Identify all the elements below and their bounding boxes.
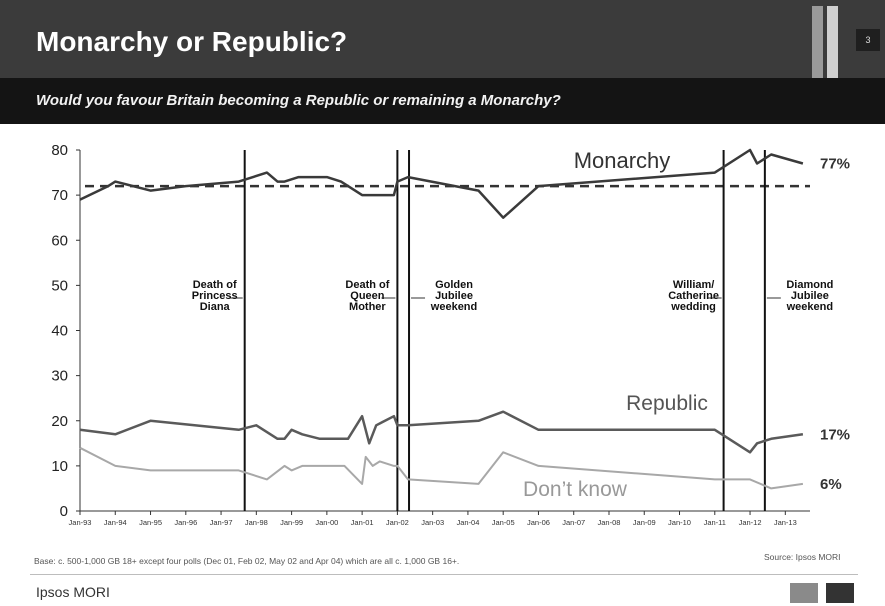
event-label: weekend bbox=[786, 301, 833, 313]
trend-chart: 0 10 20 30 40 50 60 70 80 Jan-93 Jan-94 Jan-95 Jan-9… bbox=[51, 142, 850, 527]
x-tick-label: Jan-05 bbox=[492, 518, 515, 527]
y-tick-label: 20 bbox=[51, 413, 68, 430]
kings-college-logo bbox=[790, 583, 818, 603]
y-tick-label: 40 bbox=[51, 323, 68, 340]
y-tick-label: 10 bbox=[51, 458, 68, 475]
x-tick-label: Jan-00 bbox=[315, 518, 338, 527]
series-line-0 bbox=[79, 148, 804, 219]
event-label: Death of bbox=[345, 279, 389, 291]
series-name-label: Republic bbox=[626, 392, 708, 415]
event-label: William/ bbox=[673, 279, 714, 291]
x-tick-label: Jan-04 bbox=[456, 518, 479, 527]
footer-base-note: Base: c. 500-1,000 GB 18+ except four po… bbox=[34, 556, 460, 566]
page-number: 3 bbox=[856, 29, 880, 51]
event-label: Queen bbox=[350, 290, 385, 302]
ipsos-mori-logo bbox=[826, 583, 854, 603]
x-tick-label: Jan-07 bbox=[562, 518, 585, 527]
event-label: Golden bbox=[435, 279, 473, 291]
x-tick-label: Jan-09 bbox=[633, 518, 656, 527]
x-tick-label: Jan-08 bbox=[598, 518, 621, 527]
x-tick-label: Jan-94 bbox=[104, 518, 127, 527]
event-label: Jubilee bbox=[791, 290, 829, 302]
event-label: Catherine bbox=[668, 290, 719, 302]
y-tick-label: 50 bbox=[51, 277, 68, 294]
x-tick-label: Jan-98 bbox=[245, 518, 268, 527]
series-name-label: Monarchy bbox=[574, 148, 671, 173]
decor-bar-dark bbox=[812, 6, 823, 78]
event-label: Jubilee bbox=[435, 290, 473, 302]
header-bar bbox=[0, 0, 885, 78]
event-label: Diamond bbox=[786, 279, 833, 291]
x-tick-label: Jan-01 bbox=[351, 518, 374, 527]
x-tick-label: Jan-06 bbox=[527, 518, 550, 527]
x-tick-label: Jan-97 bbox=[210, 518, 233, 527]
x-tick-label: Jan-99 bbox=[280, 518, 303, 527]
series-end-label: 77% bbox=[820, 156, 850, 173]
series-end-label: 6% bbox=[820, 476, 842, 493]
footer-divider bbox=[30, 574, 858, 575]
x-tick-label: Jan-93 bbox=[69, 518, 92, 527]
event-label: Princess bbox=[192, 290, 238, 302]
x-tick-label: Jan-02 bbox=[386, 518, 409, 527]
x-tick-label: Jan-12 bbox=[739, 518, 762, 527]
decor-bar-light bbox=[827, 6, 838, 78]
x-tick-label: Jan-03 bbox=[421, 518, 444, 527]
series-end-label: 17% bbox=[820, 426, 850, 443]
footer-source: Source: Ipsos MORI bbox=[764, 552, 841, 562]
slide-title: Monarchy or Republic? bbox=[36, 26, 348, 57]
x-tick-label: Jan-13 bbox=[774, 518, 797, 527]
event-label: Death of bbox=[193, 279, 237, 291]
survey-question: Would you favour Britain becoming a Repu… bbox=[36, 92, 561, 109]
series-line-2 bbox=[79, 446, 804, 490]
event-label: Diana bbox=[200, 301, 231, 313]
y-tick-label: 80 bbox=[51, 142, 68, 159]
event-label: Mother bbox=[349, 301, 386, 313]
y-tick-label: 0 bbox=[60, 503, 68, 520]
y-tick-label: 60 bbox=[51, 232, 68, 249]
series-line-1 bbox=[79, 410, 804, 454]
x-tick-label: Jan-10 bbox=[668, 518, 691, 527]
y-tick-label: 30 bbox=[51, 368, 68, 385]
series-name-label: Don’t know bbox=[523, 478, 628, 501]
x-tick-label: Jan-96 bbox=[174, 518, 197, 527]
x-tick-label: Jan-95 bbox=[139, 518, 162, 527]
brand-name: Ipsos MORI bbox=[36, 584, 110, 600]
event-label: wedding bbox=[670, 301, 716, 313]
x-tick-label: Jan-11 bbox=[704, 518, 726, 527]
question-bar bbox=[0, 78, 885, 124]
event-label: weekend bbox=[430, 301, 477, 313]
y-tick-label: 70 bbox=[51, 187, 68, 204]
